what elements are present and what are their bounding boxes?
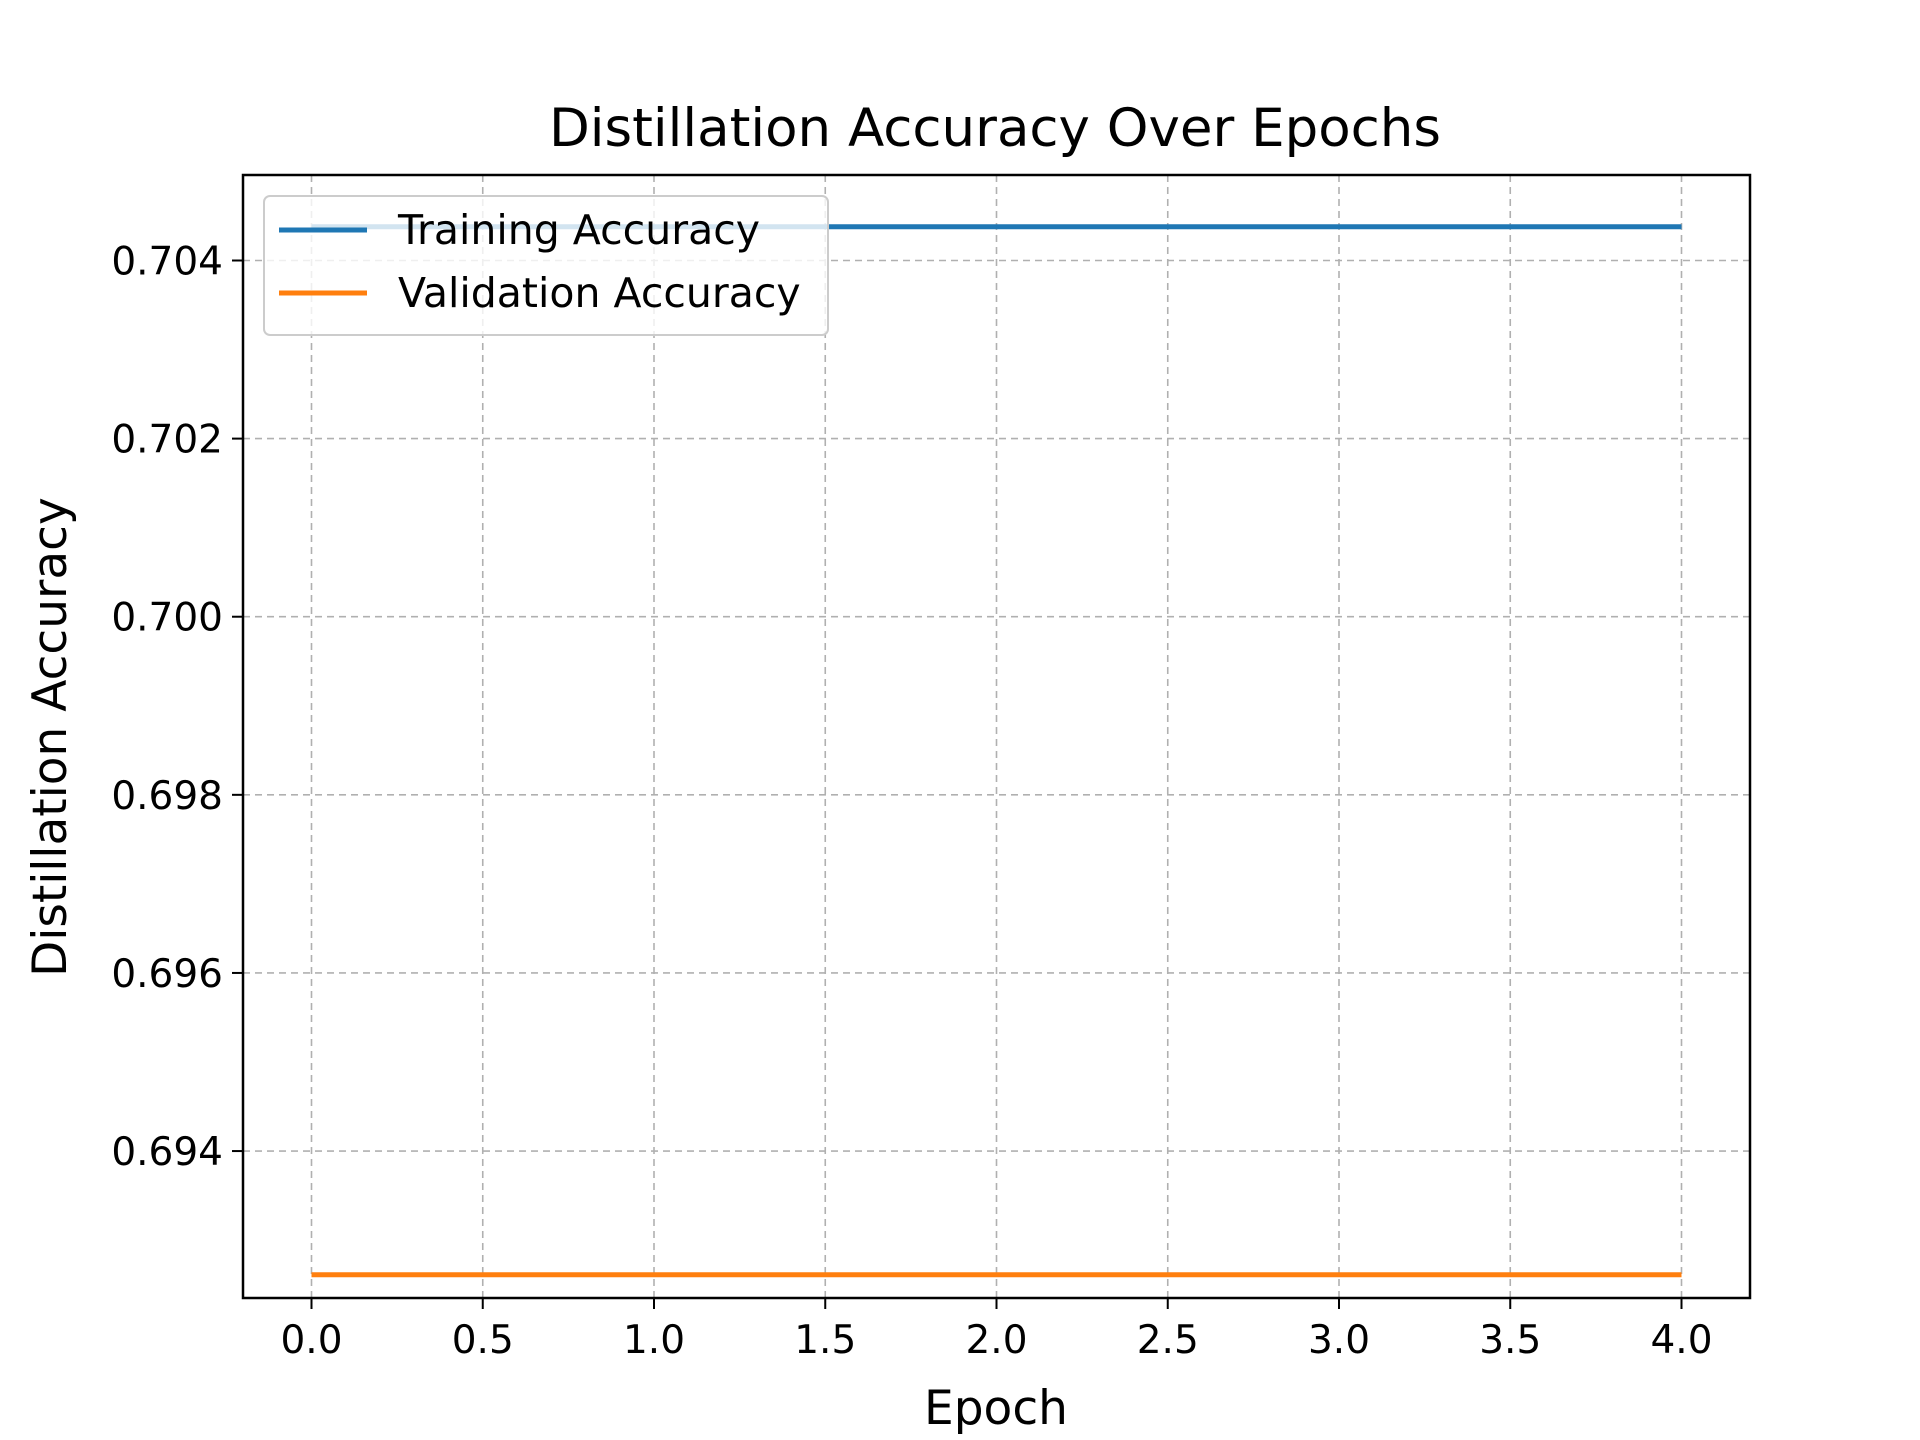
x-tick-label: 1.5 [794,1318,856,1363]
x-tick-label: 3.0 [1308,1318,1370,1363]
y-tick-label: 0.700 [111,596,223,641]
x-tick-label: 4.0 [1650,1318,1712,1363]
x-tick-label: 0.5 [452,1318,514,1363]
y-tick-label: 0.704 [111,239,223,284]
legend-box [263,195,829,336]
x-tick-label: 2.5 [1137,1318,1199,1363]
y-axis-label: Distillation Accuracy [23,497,78,977]
legend: Training Accuracy Validation Accuracy [263,195,829,336]
x-tick-label: 1.0 [623,1318,685,1363]
y-tick-label: 0.698 [111,774,223,819]
y-tick-label: 0.702 [111,418,223,463]
x-tick-label: 2.0 [965,1318,1027,1363]
y-tick-label: 0.694 [111,1130,223,1175]
legend-label-validation-accuracy: Validation Accuracy [398,269,801,317]
x-axis-label: Epoch [924,1381,1068,1436]
x-tick-label: 3.5 [1479,1318,1541,1363]
x-tick-label: 0.0 [280,1318,342,1363]
x-axis-ticks: 0.0 0.5 1.0 1.5 2.0 2.5 3.0 3.5 4.0 [280,1298,1713,1363]
chart-title: Distillation Accuracy Over Epochs [549,98,1441,159]
y-tick-label: 0.696 [111,952,223,997]
y-axis-ticks: 0.694 0.696 0.698 0.700 0.702 0.704 [111,239,243,1175]
legend-label-training-accuracy: Training Accuracy [397,206,760,254]
